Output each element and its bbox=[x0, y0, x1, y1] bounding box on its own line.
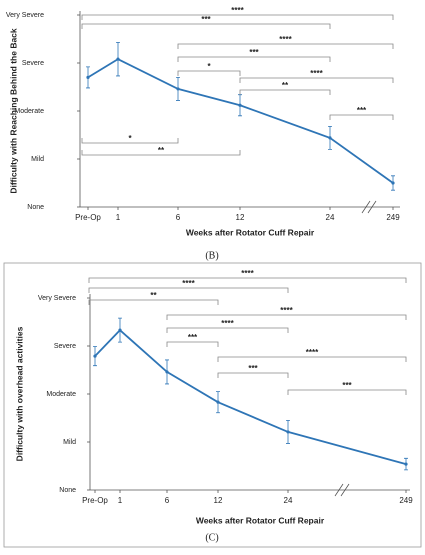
data-line bbox=[87, 58, 394, 184]
x-tick-label: 6 bbox=[176, 213, 181, 222]
significance-bracket bbox=[81, 14, 394, 20]
significance-label: *** bbox=[249, 48, 259, 57]
data-point bbox=[86, 75, 90, 79]
y-tick-label: Mild bbox=[31, 156, 44, 163]
data-point bbox=[93, 354, 97, 358]
significance-label: ** bbox=[282, 81, 289, 90]
x-tick-label: 24 bbox=[326, 213, 335, 222]
significance-label: **** bbox=[182, 279, 195, 288]
y-tick-label: Very Severe bbox=[6, 12, 44, 19]
data-point bbox=[391, 181, 395, 185]
axis-break bbox=[367, 200, 377, 214]
x-tick-label: 249 bbox=[399, 496, 413, 505]
significance-label: *** bbox=[342, 381, 352, 390]
significance-label: **** bbox=[241, 269, 254, 278]
significance-bracket bbox=[239, 89, 331, 95]
caption: (B) bbox=[205, 250, 218, 261]
panel-border bbox=[3, 262, 422, 548]
y-axis-title: Difficulty with Reaching Behind the Back bbox=[8, 28, 18, 194]
significance-bracket bbox=[88, 299, 219, 305]
y-tick-label: Moderate bbox=[46, 391, 76, 398]
x-tick-label: Pre-Op bbox=[82, 496, 108, 505]
significance-bracket bbox=[177, 56, 331, 62]
y-tick-label: Very Severe bbox=[38, 295, 76, 302]
data-point bbox=[216, 400, 220, 404]
x-tick-label: 12 bbox=[236, 213, 245, 222]
x-tick-label: 249 bbox=[386, 213, 400, 222]
significance-bracket bbox=[166, 341, 219, 347]
significance-bracket bbox=[287, 389, 407, 395]
significance-bracket bbox=[239, 77, 394, 83]
data-point bbox=[404, 462, 408, 466]
significance-bracket bbox=[81, 150, 241, 156]
significance-bracket bbox=[88, 277, 407, 283]
significance-label: *** bbox=[248, 364, 258, 373]
x-tick-label: 1 bbox=[116, 213, 121, 222]
y-axis-title: Difficulty with overhead activities bbox=[14, 326, 24, 461]
y-tick-label: None bbox=[59, 487, 76, 494]
x-tick-label: 24 bbox=[284, 496, 293, 505]
data-point bbox=[286, 430, 290, 434]
y-tick-label: Severe bbox=[54, 343, 76, 350]
y-tick-label: None bbox=[27, 204, 44, 211]
significance-bracket bbox=[177, 70, 241, 76]
data-point bbox=[116, 57, 120, 61]
significance-label: * bbox=[207, 62, 211, 71]
data-point bbox=[118, 328, 122, 332]
significance-bracket bbox=[217, 372, 289, 378]
significance-label: **** bbox=[279, 35, 292, 44]
significance-bracket bbox=[81, 138, 179, 144]
caption: (C) bbox=[205, 532, 218, 543]
significance-label: **** bbox=[306, 348, 319, 357]
significance-label: **** bbox=[221, 319, 234, 328]
significance-bracket bbox=[88, 287, 289, 293]
significance-bracket bbox=[166, 327, 289, 333]
data-point bbox=[165, 370, 169, 374]
y-tick-label: Moderate bbox=[14, 108, 44, 115]
x-tick-label: 6 bbox=[165, 496, 170, 505]
data-point bbox=[176, 87, 180, 91]
y-tick-label: Mild bbox=[63, 439, 76, 446]
significance-label: *** bbox=[188, 333, 198, 342]
y-tick-label: Severe bbox=[22, 60, 44, 67]
significance-label: * bbox=[128, 134, 132, 143]
x-tick-label: 12 bbox=[214, 496, 223, 505]
significance-label: **** bbox=[280, 306, 293, 315]
significance-bracket bbox=[166, 314, 407, 320]
significance-label: **** bbox=[310, 69, 323, 78]
significance-bracket bbox=[217, 356, 407, 362]
significance-label: ** bbox=[150, 291, 157, 300]
x-axis-title: Weeks after Rotator Cuff Repair bbox=[196, 515, 325, 525]
axis-break bbox=[361, 200, 371, 214]
x-axis-title: Weeks after Rotator Cuff Repair bbox=[186, 227, 315, 237]
x-tick-label: Pre-Op bbox=[75, 213, 101, 222]
significance-label: *** bbox=[201, 15, 211, 24]
axis-break bbox=[334, 483, 344, 497]
x-tick-label: 1 bbox=[118, 496, 123, 505]
significance-label: *** bbox=[357, 106, 367, 115]
significance-bracket bbox=[329, 114, 394, 120]
data-point bbox=[238, 103, 242, 107]
data-line bbox=[94, 328, 407, 465]
significance-bracket bbox=[81, 23, 331, 29]
significance-label: ** bbox=[158, 146, 165, 155]
significance-label: **** bbox=[231, 6, 244, 15]
axis-break bbox=[340, 483, 350, 497]
significance-bracket bbox=[177, 43, 394, 49]
data-point bbox=[328, 136, 332, 140]
